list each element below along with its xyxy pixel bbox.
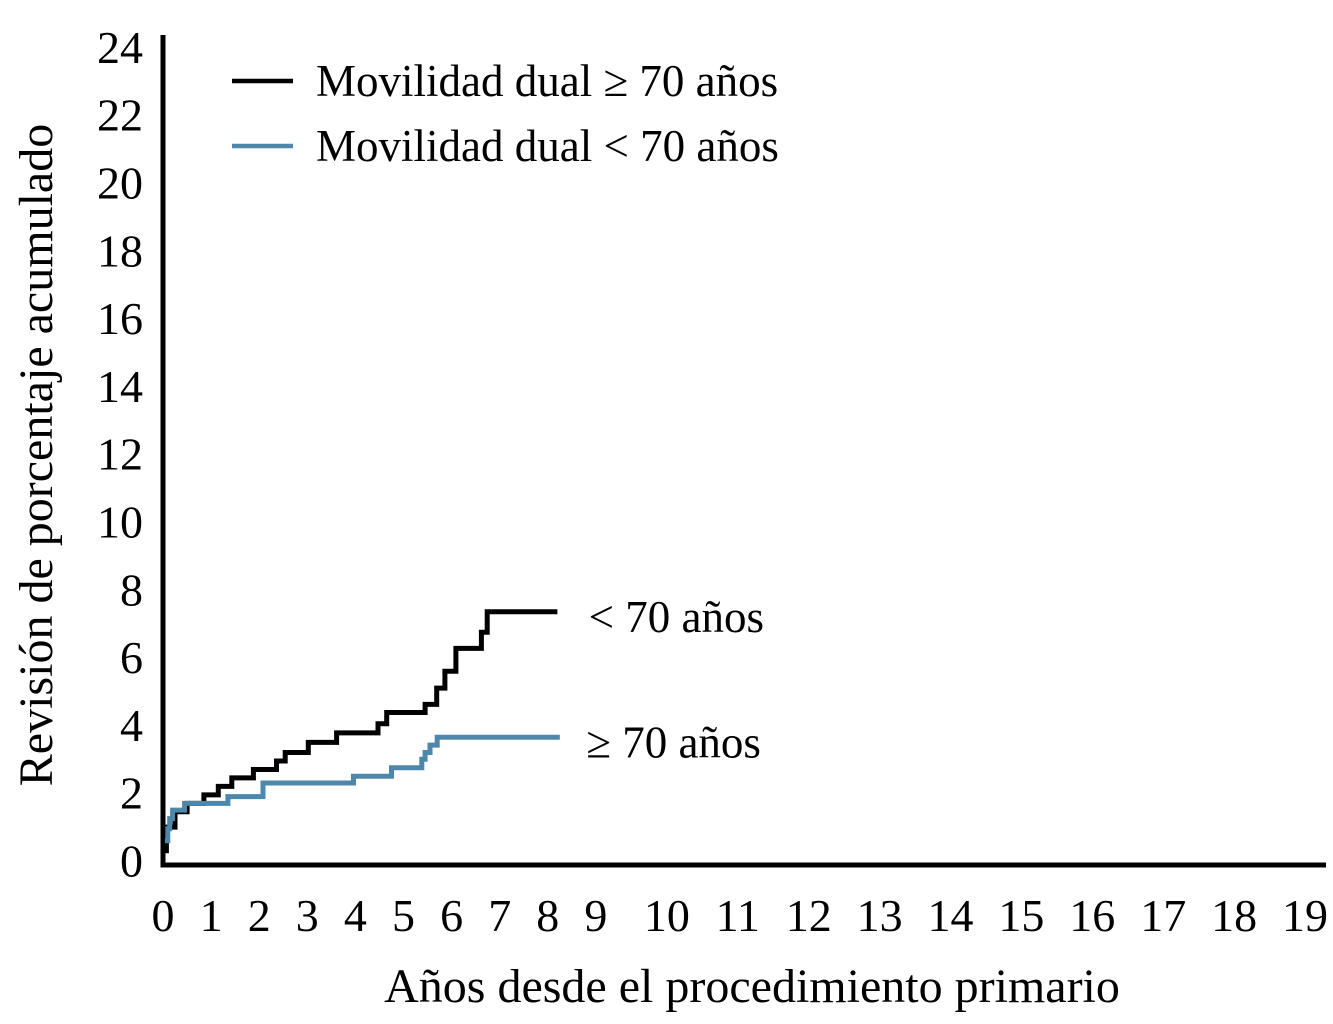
y-tick-label: 16	[97, 293, 143, 344]
x-tick-label: 0	[152, 890, 175, 941]
x-tick-label: 9	[584, 890, 607, 941]
x-tick-label: 1	[200, 890, 223, 941]
legend: Movilidad dual ≥ 70 años Movilidad dual …	[232, 56, 779, 171]
x-tick-label: 6	[440, 890, 463, 941]
series-line-gte70	[163, 609, 558, 854]
y-tick-label: 22	[97, 90, 143, 141]
y-tick-label: 12	[97, 429, 143, 480]
x-tick-label: 16	[1069, 890, 1115, 941]
y-tick-label: 14	[97, 361, 143, 412]
x-tick-label: 13	[857, 890, 903, 941]
y-axis-title: Revisión de porcentaje acumulado	[10, 124, 63, 786]
curve-end-annotation-lt70: < 70 años	[589, 592, 764, 642]
x-tick-label: 5	[392, 890, 415, 941]
x-tick-label: 3	[296, 890, 319, 941]
curve-end-annotation-gte70: ≥ 70 años	[586, 717, 761, 767]
x-tick-label: 15	[998, 890, 1044, 941]
x-tick-label: 11	[716, 890, 760, 941]
x-tick-label: 17	[1140, 890, 1186, 941]
y-tick-label: 6	[120, 632, 143, 683]
x-tick-label: 14	[928, 890, 974, 941]
x-tick-label: 2	[248, 890, 271, 941]
x-axis-title: Años desde el procedimiento primario	[384, 960, 1120, 1013]
x-tick-label: 10	[644, 890, 690, 941]
y-tick-label: 24	[97, 22, 143, 73]
x-tick-label: 4	[344, 890, 367, 941]
x-tick-label: 8	[536, 890, 559, 941]
x-tick-label: 19	[1282, 890, 1328, 941]
x-tick-label: 7	[488, 890, 511, 941]
y-tick-label: 2	[120, 768, 143, 819]
y-tick-label: 4	[120, 700, 143, 751]
y-tick-label: 18	[97, 225, 143, 276]
y-tick-label: 20	[97, 158, 143, 209]
x-tick-labels: 0 1 2 3 4 5 6 7 8 9 10 11 12 13 14 15 16 17 18 19	[152, 890, 1329, 941]
legend-label-gte70: Movilidad dual ≥ 70 años	[316, 56, 778, 106]
x-tick-label: 12	[786, 890, 832, 941]
series-line-lt70	[164, 734, 560, 844]
y-tick-label: 8	[120, 564, 143, 615]
x-tick-label: 18	[1211, 890, 1257, 941]
y-tick-label: 0	[120, 836, 143, 887]
y-tick-label: 10	[97, 497, 143, 548]
legend-label-lt70: Movilidad dual < 70 años	[316, 121, 779, 171]
